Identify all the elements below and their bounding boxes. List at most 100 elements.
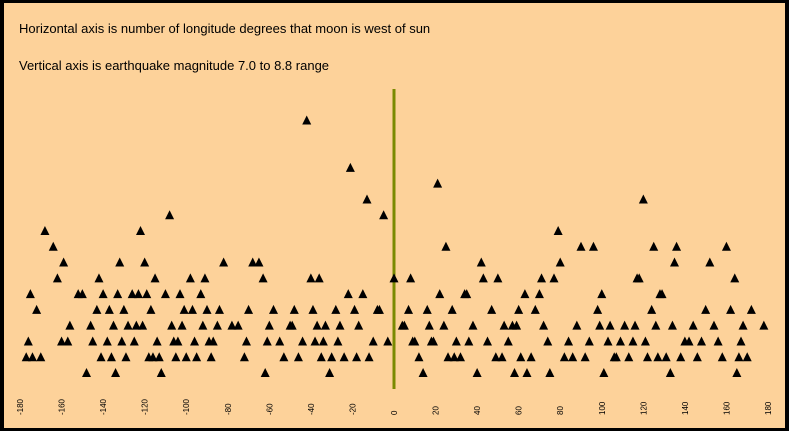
data-point-triangle bbox=[595, 320, 605, 330]
data-point-triangle bbox=[287, 320, 297, 330]
data-point-triangle bbox=[333, 336, 343, 346]
data-point-triangle bbox=[190, 336, 200, 346]
x-tick-label: -120 bbox=[141, 398, 150, 415]
data-point-triangle bbox=[520, 289, 530, 299]
data-point-triangle bbox=[468, 320, 478, 330]
data-point-triangle bbox=[647, 304, 657, 314]
data-point-triangle bbox=[559, 352, 569, 362]
data-point-triangle bbox=[198, 320, 208, 330]
data-point-triangle bbox=[605, 320, 615, 330]
data-point-triangle bbox=[404, 304, 414, 314]
data-point-triangle bbox=[185, 273, 195, 283]
data-point-triangle bbox=[584, 336, 594, 346]
data-point-triangle bbox=[642, 352, 652, 362]
data-point-triangle bbox=[165, 210, 175, 220]
data-point-triangle bbox=[593, 304, 603, 314]
data-point-triangle bbox=[362, 194, 372, 204]
data-point-triangle bbox=[96, 352, 106, 362]
data-point-triangle bbox=[709, 320, 719, 330]
data-point-triangle bbox=[127, 289, 137, 299]
data-point-triangle bbox=[368, 336, 378, 346]
data-point-triangle bbox=[21, 352, 31, 362]
data-point-triangle bbox=[65, 320, 75, 330]
x-tick-label: -20 bbox=[348, 403, 357, 415]
data-point-triangle bbox=[219, 257, 229, 267]
data-point-triangle bbox=[493, 273, 503, 283]
data-point-triangle bbox=[63, 336, 73, 346]
data-point-triangle bbox=[264, 320, 274, 330]
data-point-triangle bbox=[510, 368, 520, 377]
data-point-triangle bbox=[374, 304, 384, 314]
data-point-triangle bbox=[483, 336, 492, 346]
data-point-triangle bbox=[293, 352, 303, 362]
data-point-triangle bbox=[630, 320, 640, 330]
data-point-triangle bbox=[358, 289, 368, 299]
data-point-triangle bbox=[119, 304, 129, 314]
data-point-triangle bbox=[543, 336, 553, 346]
data-point-triangle bbox=[539, 320, 549, 330]
data-point-triangle bbox=[447, 304, 457, 314]
x-tick-label: 180 bbox=[764, 401, 773, 415]
data-point-triangle bbox=[701, 304, 711, 314]
data-point-triangle bbox=[81, 368, 91, 377]
data-point-triangle bbox=[464, 336, 474, 346]
x-tick-label: 60 bbox=[515, 406, 524, 415]
data-point-triangle bbox=[721, 241, 731, 251]
data-point-triangle bbox=[48, 241, 58, 251]
x-tick-label: 160 bbox=[722, 401, 731, 415]
data-point-triangle bbox=[730, 273, 740, 283]
data-point-triangle bbox=[499, 320, 509, 330]
data-point-triangle bbox=[705, 257, 715, 267]
data-point-triangle bbox=[665, 368, 675, 377]
data-point-triangle bbox=[92, 304, 102, 314]
data-point-triangle bbox=[530, 304, 540, 314]
data-point-triangle bbox=[343, 289, 353, 299]
data-point-triangle bbox=[736, 336, 746, 346]
data-point-triangle bbox=[512, 320, 522, 330]
data-point-triangle bbox=[389, 273, 399, 283]
data-point-triangle bbox=[308, 304, 318, 314]
data-point-triangle bbox=[588, 241, 598, 251]
data-point-triangle bbox=[214, 304, 224, 314]
data-point-triangle bbox=[94, 273, 104, 283]
data-point-triangle bbox=[154, 352, 164, 362]
data-point-triangle bbox=[451, 336, 461, 346]
chart-note-vertical-axis: Vertical axis is earthquake magnitude 7.… bbox=[19, 58, 330, 73]
data-point-triangle bbox=[746, 304, 756, 314]
data-point-triangle bbox=[667, 320, 677, 330]
data-point-triangle bbox=[156, 368, 166, 377]
data-point-triangle bbox=[339, 352, 349, 362]
data-point-triangle bbox=[121, 352, 131, 362]
data-point-triangle bbox=[697, 336, 707, 346]
data-point-triangle bbox=[732, 368, 742, 377]
data-point-triangle bbox=[140, 257, 150, 267]
data-point-triangle bbox=[688, 320, 698, 330]
data-point-triangle bbox=[738, 320, 748, 330]
data-point-triangle bbox=[36, 352, 46, 362]
data-point-triangle bbox=[684, 336, 694, 346]
data-point-triangle bbox=[86, 320, 96, 330]
data-point-triangle bbox=[254, 257, 264, 267]
data-point-triangle bbox=[418, 368, 428, 377]
data-point-triangle bbox=[212, 320, 222, 330]
data-point-triangle bbox=[298, 336, 308, 346]
data-point-triangle bbox=[310, 336, 320, 346]
data-point-triangle bbox=[316, 352, 326, 362]
x-tick-label: -140 bbox=[99, 398, 108, 415]
data-point-triangle bbox=[670, 257, 679, 267]
data-point-triangle bbox=[192, 352, 202, 362]
data-point-triangle bbox=[167, 320, 177, 330]
data-point-triangle bbox=[131, 320, 141, 330]
data-point-triangle bbox=[187, 304, 197, 314]
data-point-triangle bbox=[406, 273, 416, 283]
data-point-triangle bbox=[175, 289, 185, 299]
data-point-triangle bbox=[115, 257, 125, 267]
data-point-triangle bbox=[57, 336, 67, 346]
x-tick-label: -40 bbox=[307, 403, 316, 415]
data-point-triangle bbox=[40, 226, 50, 235]
data-point-triangle bbox=[615, 336, 625, 346]
x-tick-label: 40 bbox=[473, 406, 482, 415]
data-point-triangle bbox=[23, 336, 33, 346]
data-point-triangle bbox=[248, 257, 258, 267]
data-point-triangle bbox=[233, 320, 243, 330]
